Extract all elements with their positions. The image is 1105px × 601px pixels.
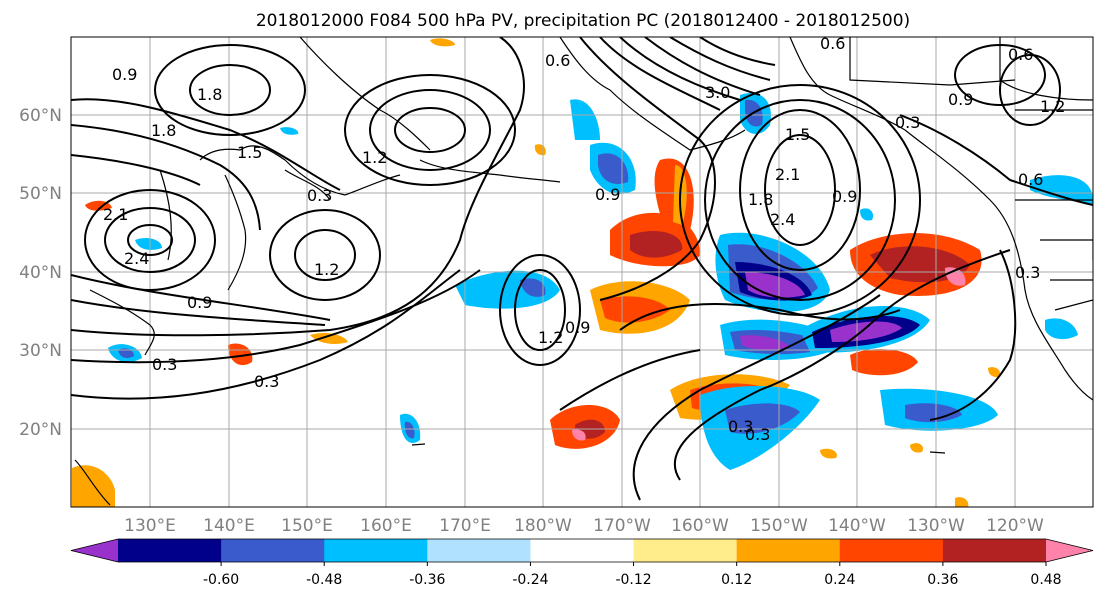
colorbar-swatch xyxy=(942,539,1047,562)
contour-label: 0.6 xyxy=(820,34,845,53)
colorbar-swatch xyxy=(736,539,841,562)
longitude-labels: 130°E 140°E 150°E 160°E 170°E 180°W 170°… xyxy=(124,516,1044,536)
contour-label: 3.0 xyxy=(705,83,730,102)
graticule xyxy=(71,37,1093,507)
lat-label: 40°N xyxy=(19,263,62,283)
colorbar-tick-label: -0.12 xyxy=(615,572,651,588)
lon-label: 150°E xyxy=(281,516,333,536)
contour-label: 0.9 xyxy=(187,293,212,312)
lon-label: 180°W xyxy=(514,516,572,536)
coastlines xyxy=(74,37,1093,506)
colorbar-swatch xyxy=(530,539,635,562)
colorbar-swatch xyxy=(427,539,531,562)
contour-label: 2.1 xyxy=(103,205,128,224)
precip-negative-anomalies xyxy=(108,93,1093,470)
contour-label: 1.2 xyxy=(1040,97,1065,116)
colorbar-swatch xyxy=(118,539,222,562)
contour-label: 0.6 xyxy=(545,51,570,70)
contour-label: 2.4 xyxy=(124,249,149,268)
contour-label: 2.4 xyxy=(770,210,795,229)
contour-label: 1.8 xyxy=(748,190,773,209)
contour-label: 1.5 xyxy=(237,143,262,162)
contour-label: 1.8 xyxy=(151,121,176,140)
lon-label: 140°E xyxy=(203,516,255,536)
colorbar-tick-label: 0.24 xyxy=(824,572,855,588)
colorbar-tick-label: 0.36 xyxy=(927,572,958,588)
contour-label: 1.8 xyxy=(197,85,222,104)
contour-label: 0.6 xyxy=(1008,45,1033,64)
contour-label: 1.2 xyxy=(362,148,387,167)
contour-label: 1.2 xyxy=(538,328,563,347)
contour-label: 0.9 xyxy=(112,65,137,84)
map-title: 2018012000 F084 500 hPa PV, precipitatio… xyxy=(256,11,910,31)
colorbar-tick-label: -0.60 xyxy=(203,572,239,588)
lon-label: 150°W xyxy=(750,516,808,536)
contour-label: 0.3 xyxy=(1015,263,1040,282)
colorbar-swatch xyxy=(221,539,325,562)
contour-label: 1.2 xyxy=(314,260,339,279)
colorbar-swatch xyxy=(839,539,944,562)
colorbar-swatch xyxy=(633,539,738,562)
lat-label: 30°N xyxy=(19,341,62,361)
contour-label: 0.3 xyxy=(728,417,753,436)
lon-label: 120°W xyxy=(986,516,1044,536)
lat-label: 20°N xyxy=(19,420,62,440)
colorbar-extend-min xyxy=(71,539,118,562)
map-frame xyxy=(70,36,1094,508)
map-content: 0.9 1.8 1.8 1.5 1.2 0.3 2.1 2.4 1.2 0.9 … xyxy=(71,34,1093,507)
colorbar-tick-label: -0.48 xyxy=(306,572,342,588)
pv-contours xyxy=(71,37,1093,501)
contour-label: 0.3 xyxy=(745,425,770,444)
lon-label: 170°E xyxy=(439,516,491,536)
colorbar-swatch xyxy=(324,539,428,562)
colorbar-extend-max xyxy=(1046,539,1093,562)
contour-label: 2.1 xyxy=(775,165,800,184)
contour-label: 0.9 xyxy=(948,90,973,109)
contour-label: 0.3 xyxy=(307,186,332,205)
contour-label: 0.3 xyxy=(152,355,177,374)
contour-label: 0.3 xyxy=(895,113,920,132)
contour-label: 1.5 xyxy=(785,125,810,144)
lon-label: 160°W xyxy=(671,516,729,536)
lat-label: 60°N xyxy=(19,106,62,126)
colorbar-tick-label: -0.36 xyxy=(409,572,445,588)
colorbar-tick-label: -0.24 xyxy=(512,572,548,588)
lon-label: 130°E xyxy=(124,516,176,536)
contour-label: 0.9 xyxy=(565,318,590,337)
contour-label: 0.6 xyxy=(1018,170,1043,189)
colorbar-tick-label: 0.12 xyxy=(721,572,752,588)
lat-label: 50°N xyxy=(19,184,62,204)
latitude-labels: 60°N 50°N 40°N 30°N 20°N xyxy=(19,106,62,440)
lon-label: 170°W xyxy=(593,516,651,536)
contour-label: 0.3 xyxy=(254,372,279,391)
colorbar: -0.60 -0.48 -0.36 -0.24 -0.12 0.12 0.24 0.36 0.4… xyxy=(70,538,1094,588)
lon-label: 140°W xyxy=(828,516,886,536)
lon-label: 130°W xyxy=(907,516,965,536)
lon-label: 160°E xyxy=(360,516,412,536)
contour-labels: 0.9 1.8 1.8 1.5 1.2 0.3 2.1 2.4 1.2 0.9 … xyxy=(103,34,1065,444)
colorbar-tick-label: 0.48 xyxy=(1030,572,1061,588)
contour-label: 0.9 xyxy=(832,187,857,206)
contour-label: 0.9 xyxy=(595,185,620,204)
colorbar-outline xyxy=(70,538,1094,563)
